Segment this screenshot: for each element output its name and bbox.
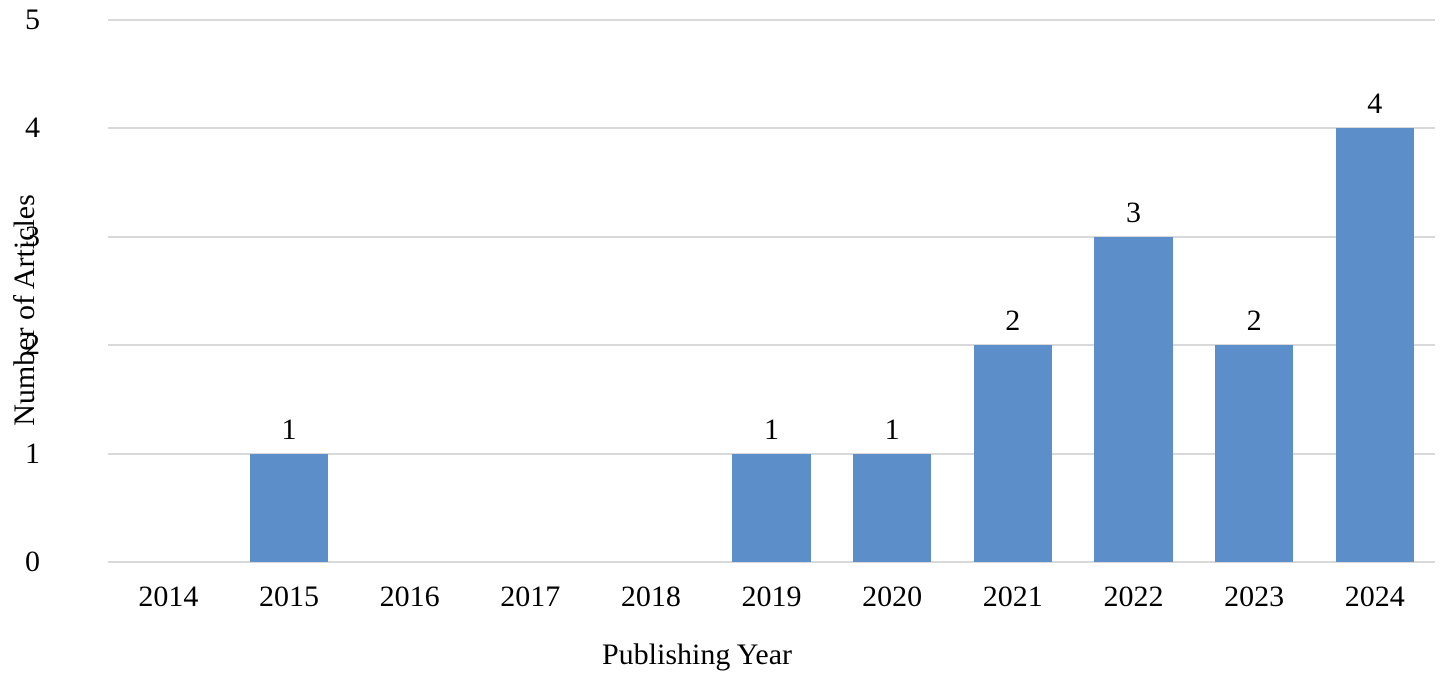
bar-cell-2017 [470, 20, 591, 562]
y-tick-label-4: 4 [25, 111, 40, 145]
bar-cell-2022: 3 [1073, 20, 1194, 562]
bar-cell-2020: 1 [832, 20, 953, 562]
bar-value-label-2024: 4 [1367, 87, 1383, 121]
gridline-y-2 [108, 344, 1435, 347]
y-tick-label-2: 2 [25, 328, 40, 362]
bars-row: 1 1 1 2 3 2 4 [108, 20, 1435, 562]
bar-value-label-2019: 1 [764, 412, 780, 446]
bar-2020 [852, 453, 932, 562]
x-tick-label-2019: 2019 [741, 580, 802, 613]
x-tick-label-2016: 2016 [379, 580, 440, 613]
bar-2015 [249, 453, 329, 562]
bar-2019 [732, 453, 811, 562]
y-tick-label-3: 3 [25, 219, 40, 253]
bar-value-label-2021: 2 [1005, 304, 1021, 338]
x-tick-label-2020: 2020 [862, 580, 923, 613]
bar-cell-2018 [591, 20, 712, 562]
y-tick-label-5: 5 [25, 3, 40, 36]
x-tick-label-2014: 2014 [138, 580, 199, 613]
x-tick-label-2021: 2021 [982, 580, 1043, 613]
gridline-y-1 [108, 452, 1435, 455]
bar-cell-2015: 1 [229, 20, 350, 562]
bar-value-label-2015: 1 [281, 412, 297, 446]
bar-cell-2014 [108, 20, 229, 562]
gridline-y-0 [108, 561, 1435, 563]
x-tick-label-2024: 2024 [1344, 580, 1405, 613]
x-tick-label-2023: 2023 [1224, 580, 1285, 613]
x-axis-title: Publishing Year [601, 638, 793, 671]
bar-value-label-2020: 1 [884, 412, 900, 446]
bar-value-label-2022: 3 [1125, 195, 1141, 229]
x-tick-label-2018: 2018 [620, 580, 681, 613]
plot-area: 1 1 1 2 3 2 4 [108, 19, 1435, 563]
x-tick-label-2022: 2022 [1103, 580, 1164, 613]
bar-cell-2024: 4 [1314, 20, 1435, 562]
gridline-y-5 [108, 19, 1435, 21]
bar-2021 [973, 345, 1052, 562]
x-tick-label-2017: 2017 [500, 580, 561, 613]
bar-2022 [1094, 236, 1173, 562]
gridline-y-4 [108, 127, 1435, 130]
y-tick-label-1: 1 [25, 436, 40, 470]
bar-2024 [1335, 128, 1414, 562]
bar-cell-2019: 1 [711, 20, 832, 562]
gridline-y-3 [108, 235, 1435, 238]
y-tick-label-0: 0 [25, 545, 40, 578]
x-tick-label-2015: 2015 [258, 580, 319, 613]
bar-cell-2023: 2 [1194, 20, 1315, 562]
y-axis-ticks: 0 1 2 3 4 5 [0, 5, 40, 577]
bar-2023 [1214, 345, 1294, 562]
bar-value-label-2023: 2 [1246, 304, 1262, 338]
x-axis-ticks: 2014 2015 2016 2017 2018 2019 2020 2021 2022 2023… [108, 580, 1435, 613]
bar-cell-2021: 2 [952, 20, 1073, 562]
bar-cell-2016 [349, 20, 470, 562]
